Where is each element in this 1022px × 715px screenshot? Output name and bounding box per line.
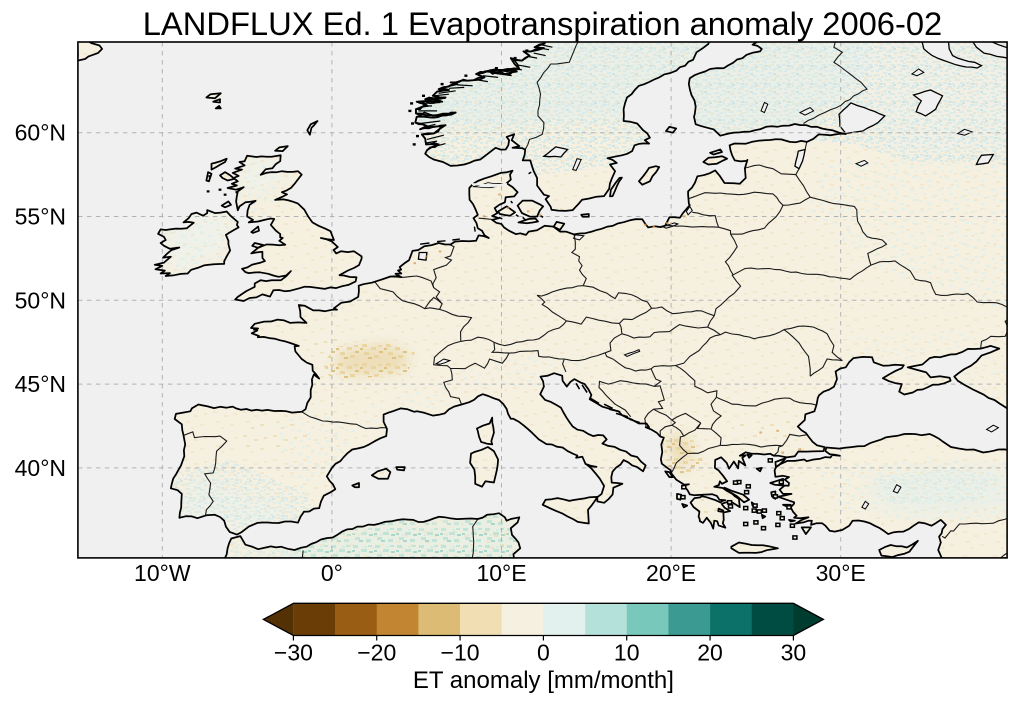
svg-text:20°E: 20°E	[646, 560, 696, 586]
svg-text:45°N: 45°N	[15, 371, 66, 397]
svg-text:10°W: 10°W	[134, 560, 191, 586]
svg-text:−20: −20	[357, 640, 396, 666]
svg-text:0: 0	[537, 640, 550, 666]
svg-text:ET anomaly [mm/month]: ET anomaly [mm/month]	[413, 667, 674, 694]
svg-text:30: 30	[781, 640, 807, 666]
svg-text:−10: −10	[441, 640, 480, 666]
svg-text:40°N: 40°N	[15, 455, 66, 481]
svg-text:20: 20	[697, 640, 723, 666]
svg-text:LANDFLUX Ed. 1 Evapotranspirat: LANDFLUX Ed. 1 Evapotranspiration anomal…	[143, 5, 942, 42]
svg-text:0°: 0°	[321, 560, 343, 586]
svg-text:60°N: 60°N	[15, 120, 66, 146]
svg-text:50°N: 50°N	[15, 287, 66, 313]
svg-text:55°N: 55°N	[15, 204, 66, 230]
svg-text:30°E: 30°E	[816, 560, 866, 586]
svg-text:−30: −30	[274, 640, 313, 666]
svg-text:10: 10	[614, 640, 640, 666]
svg-text:10°E: 10°E	[476, 560, 526, 586]
